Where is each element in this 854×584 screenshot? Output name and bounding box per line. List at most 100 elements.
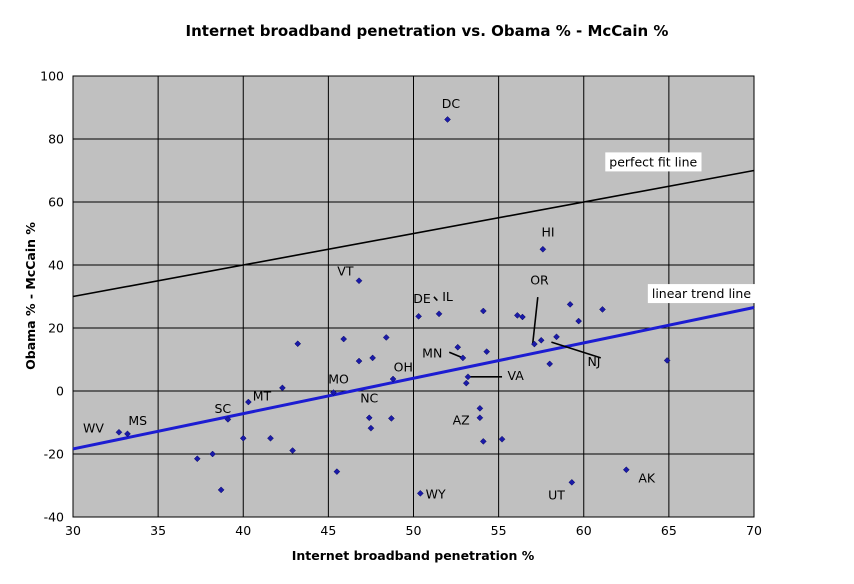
data-point: [382, 334, 390, 341]
data-point: [294, 340, 302, 348]
x-tick-label: 70: [746, 523, 762, 538]
data-point: [245, 398, 252, 406]
state-label: DC: [442, 96, 461, 111]
y-tick-label: 0: [56, 384, 64, 399]
fit-lines: perfect fit line linear trend line: [72, 152, 756, 451]
state-label: SC: [214, 401, 231, 416]
y-tick-label: 60: [48, 195, 64, 210]
state-label: NC: [360, 390, 378, 405]
data-point: [209, 450, 216, 458]
x-tick-label: 60: [576, 523, 592, 538]
data-point: [239, 434, 247, 442]
y-axis-title: Obama % - McCain %: [23, 222, 38, 370]
leader-line: [551, 341, 602, 359]
data-point: [355, 357, 363, 365]
x-tick-label: 50: [406, 523, 422, 538]
data-point: [454, 343, 462, 351]
state-label: MO: [328, 371, 349, 386]
data-point: [459, 354, 467, 362]
data-point: [124, 430, 131, 438]
state-label: AZ: [453, 412, 470, 427]
x-tick-label: 40: [235, 523, 251, 538]
x-axis-title: Internet broadband penetration %: [292, 548, 535, 563]
data-point: [279, 384, 286, 392]
state-label: AK: [638, 470, 656, 485]
state-label: HI: [541, 224, 554, 239]
data-point: [663, 357, 671, 364]
tick-labels: 30 35 40 45 50 55 60 65 70 -40 -20 0 20 40 60 80 100: [40, 69, 762, 539]
series-label: linear trend line: [652, 286, 751, 301]
data-point: [537, 336, 545, 344]
data-points: [115, 116, 671, 497]
data-point: [539, 245, 547, 253]
data-point: [416, 490, 424, 497]
state-label: DE: [413, 291, 431, 306]
data-point: [365, 414, 373, 422]
y-tick-label: 100: [40, 69, 64, 84]
series-label-box: [605, 152, 702, 172]
data-point: [340, 335, 348, 343]
data-point: [115, 428, 123, 436]
data-point: [415, 312, 422, 320]
state-label: WY: [426, 487, 446, 502]
data-point: [333, 468, 341, 475]
data-point: [389, 375, 397, 383]
state-label: IL: [442, 289, 453, 304]
state-label: VT: [337, 264, 354, 279]
linear-trend-line: [72, 306, 755, 451]
data-point: [367, 424, 375, 432]
y-tick-label: 40: [48, 258, 64, 273]
y-tick-label: -20: [44, 447, 64, 462]
data-point: [267, 434, 274, 442]
y-tick-label: -40: [44, 510, 64, 525]
data-point: [289, 447, 296, 454]
state-label: UT: [548, 487, 565, 502]
x-tick-label: 45: [320, 523, 336, 538]
x-tick-label: 65: [661, 523, 677, 538]
data-point: [553, 333, 560, 341]
leader-line: [531, 297, 539, 345]
data-point: [464, 373, 472, 381]
data-point: [224, 415, 232, 423]
data-point: [330, 389, 337, 396]
perfect-fit-line-label: perfect fit line: [605, 152, 702, 172]
data-point: [193, 455, 201, 463]
x-tick-label: 30: [65, 523, 81, 538]
data-point: [355, 277, 363, 285]
series-label-box: [647, 284, 756, 304]
data-point: [575, 317, 582, 325]
state-label: OR: [530, 273, 549, 288]
linear-trend-line-label: linear trend line: [647, 284, 756, 304]
y-tick-label: 80: [48, 132, 64, 147]
data-point: [498, 435, 506, 443]
data-point: [566, 301, 574, 308]
data-point: [217, 486, 225, 494]
data-point: [369, 354, 376, 362]
data-point: [479, 438, 487, 445]
data-point: [519, 313, 526, 321]
state-label: NJ: [587, 354, 600, 369]
data-point: [546, 360, 554, 368]
leader-line: [433, 296, 438, 302]
x-tick-label: 55: [491, 523, 507, 538]
x-tick-label: 35: [150, 523, 166, 538]
data-point: [435, 310, 443, 318]
data-point: [483, 348, 491, 355]
state-label: OH: [394, 359, 413, 374]
state-label: MS: [128, 413, 147, 428]
series-label: perfect fit line: [609, 154, 697, 169]
state-labels: WV MS SC MT MO NC OH DE IL DC VT HI OR MN VA NJ AZ WY UT AK: [83, 96, 656, 502]
data-point: [568, 478, 576, 486]
y-tick-label: 20: [48, 321, 64, 336]
data-point: [599, 306, 606, 313]
data-point: [462, 379, 470, 387]
chart-title: Internet broadband penetration vs. Obama…: [186, 22, 669, 40]
data-point: [388, 415, 395, 422]
data-point: [476, 414, 484, 422]
leader-lines: [433, 296, 602, 378]
data-point: [479, 307, 487, 315]
state-label: VA: [507, 368, 524, 383]
data-point: [513, 312, 521, 319]
gridlines: [73, 76, 754, 517]
